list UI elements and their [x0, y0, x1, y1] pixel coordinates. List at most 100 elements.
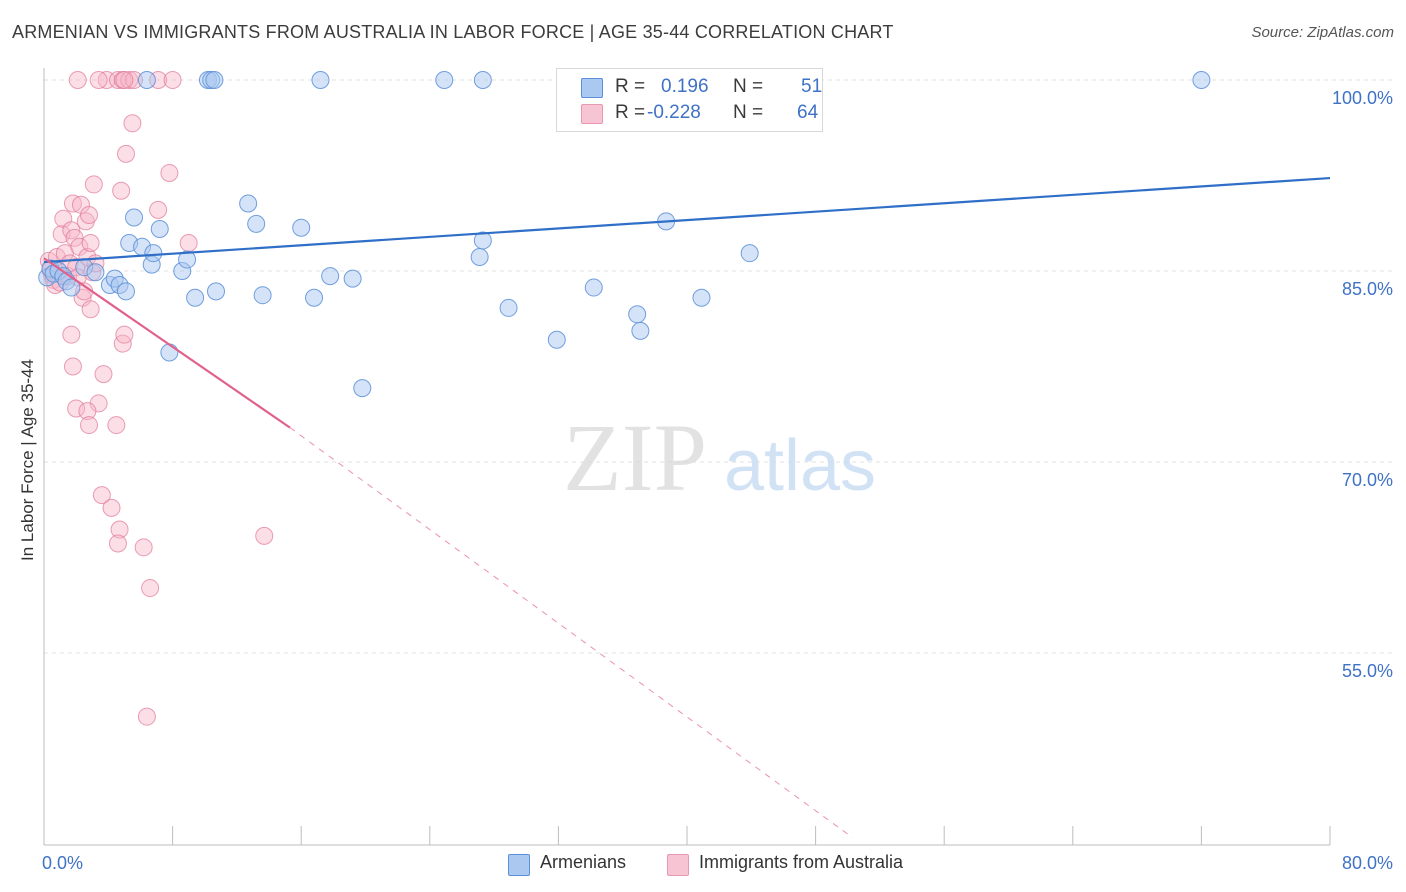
data-point-australia — [123, 114, 142, 133]
axes — [43, 68, 1331, 846]
bottom-legend-label-australia: Immigrants from Australia — [699, 852, 904, 872]
data-point-australia — [65, 228, 84, 247]
legend-swatch-australia — [581, 104, 603, 124]
watermark-zip: ZIP — [563, 404, 707, 511]
chart-title: ARMENIAN VS IMMIGRANTS FROM AUSTRALIA IN… — [12, 22, 894, 42]
y-tick-label: 85.0% — [1342, 279, 1393, 299]
trendline-australia — [43, 257, 291, 429]
y-tick-label: 70.0% — [1342, 470, 1393, 490]
data-point-armenians — [305, 288, 324, 307]
data-point-armenians — [1192, 71, 1211, 89]
data-point-armenians — [740, 244, 759, 263]
data-point-armenians — [144, 244, 163, 263]
trendlines — [43, 176, 1331, 839]
data-point-armenians — [292, 218, 311, 237]
data-point-armenians — [473, 71, 492, 89]
data-point-australia — [89, 71, 108, 89]
data-point-australia — [81, 300, 100, 319]
data-point-australia — [149, 200, 168, 219]
data-point-australia — [115, 325, 134, 344]
data-point-armenians — [473, 231, 492, 250]
data-point-armenians — [160, 343, 179, 362]
data-point-australia — [134, 538, 153, 557]
data-point-australia — [179, 233, 198, 252]
tick-labels: 55.0% 70.0% 85.0% 100.0% 0.0% 80.0% — [42, 88, 1393, 873]
data-point-australia — [113, 334, 132, 353]
legend-r-value-armenians: 0.196 — [661, 76, 709, 97]
data-point-armenians — [584, 278, 603, 297]
data-point-australia — [62, 325, 81, 344]
data-point-armenians — [150, 219, 169, 238]
data-point-armenians — [692, 288, 711, 307]
y-tick-label: 55.0% — [1342, 661, 1393, 681]
data-point-armenians — [499, 298, 518, 317]
data-point-armenians — [353, 379, 372, 398]
y-tick-label: 100.0% — [1332, 88, 1393, 108]
legend-n-value-armenians: 51 — [801, 76, 823, 97]
data-point-australia — [108, 534, 127, 553]
legend-n-label: N = — [733, 102, 764, 123]
data-point-armenians — [343, 269, 362, 288]
data-point-armenians — [116, 282, 135, 301]
data-point-armenians — [311, 71, 330, 89]
data-point-armenians — [321, 267, 340, 286]
data-point-australia — [80, 416, 99, 435]
bottom-legend-label-armenians: Armenians — [540, 852, 627, 872]
data-point-australia — [163, 71, 182, 89]
data-point-australia — [92, 486, 111, 505]
data-point-australia — [160, 163, 179, 182]
data-point-armenians — [631, 321, 650, 340]
data-point-australia — [80, 205, 99, 224]
trendline-australia — [289, 427, 853, 839]
data-point-australia — [107, 416, 126, 435]
legend-r-label: R = — [615, 76, 646, 97]
trendline-armenians — [43, 176, 1331, 264]
data-point-australia — [112, 181, 131, 200]
data-point-armenians — [470, 247, 489, 266]
data-point-australia — [84, 175, 103, 194]
data-point-armenians — [207, 282, 226, 301]
data-point-australia — [63, 357, 82, 376]
data-point-armenians — [547, 330, 566, 349]
watermark-atlas: atlas — [724, 426, 876, 506]
data-point-australia — [137, 707, 156, 726]
data-point-australia — [120, 71, 139, 89]
data-point-australia — [110, 520, 129, 539]
data-point-australia — [116, 144, 135, 163]
series-immigrants-from-australia — [39, 71, 274, 726]
data-point-australia — [94, 365, 113, 384]
source-credit: Source: ZipAtlas.com — [1251, 24, 1394, 41]
data-point-australia — [255, 526, 274, 545]
data-point-armenians — [86, 263, 105, 282]
data-point-armenians — [628, 305, 647, 324]
bottom-legend-swatch-australia — [667, 854, 689, 876]
data-point-armenians — [125, 208, 144, 227]
data-point-armenians — [62, 278, 81, 297]
data-point-armenians — [239, 194, 258, 213]
legend-r-value-australia: -0.228 — [647, 102, 701, 123]
data-point-armenians — [253, 286, 272, 305]
data-point-australia — [78, 402, 97, 421]
data-point-armenians — [435, 71, 454, 89]
data-point-armenians — [247, 214, 266, 233]
gridlines — [44, 79, 1392, 654]
watermark: ZIP atlas — [563, 404, 876, 511]
data-point-australia — [81, 233, 100, 252]
x-tick-label: 80.0% — [1342, 853, 1393, 873]
x-tick-label: 0.0% — [42, 853, 83, 873]
legend-n-label: N = — [733, 76, 764, 97]
data-point-australia — [115, 71, 134, 89]
data-point-armenians — [186, 288, 205, 307]
data-point-armenians — [137, 71, 156, 89]
data-point-australia — [141, 579, 160, 598]
legend-stats: R = 0.196 N = 51 R = -0.228 N = 64 — [556, 68, 823, 132]
data-point-armenians — [205, 71, 224, 89]
bottom-legend-swatch-armenians — [508, 854, 530, 876]
data-point-australia — [102, 498, 121, 517]
legend-n-value-australia: 64 — [797, 102, 819, 123]
legend-r-label: R = — [615, 102, 646, 123]
data-point-australia — [68, 71, 87, 89]
data-point-armenians — [178, 250, 197, 269]
legend-swatch-armenians — [581, 78, 603, 98]
